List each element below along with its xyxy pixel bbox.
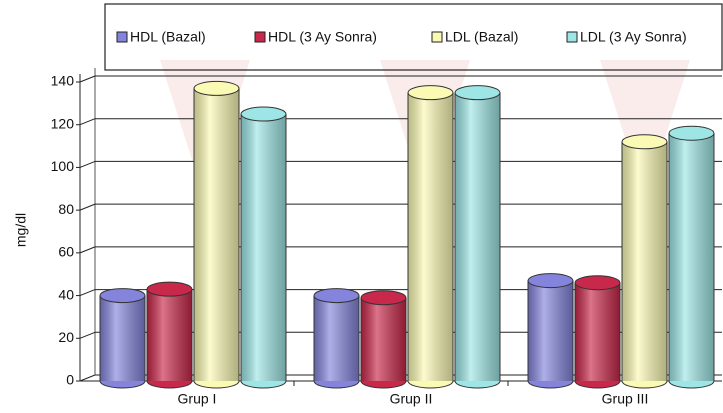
bar xyxy=(527,273,574,389)
bar-top xyxy=(527,273,574,289)
y-tick-label: 20 xyxy=(58,329,74,345)
bar-top xyxy=(360,290,407,306)
bar xyxy=(313,288,360,389)
bar xyxy=(574,275,621,389)
legend-box xyxy=(104,3,723,71)
y-tick-label: 80 xyxy=(58,201,74,217)
bar-shade xyxy=(100,295,145,381)
bar-shade xyxy=(622,141,667,381)
bar-top xyxy=(574,275,621,291)
legend-label: LDL (3 Ay Sonra) xyxy=(580,29,687,45)
bar-shade xyxy=(361,297,406,381)
legend-label: LDL (Bazal) xyxy=(445,29,518,45)
bar xyxy=(668,125,715,389)
bar-top xyxy=(407,85,454,101)
bar-shade xyxy=(241,114,286,382)
bar-top xyxy=(99,288,146,304)
bar-shade xyxy=(669,133,714,381)
bar-top xyxy=(193,80,240,96)
legend-label: HDL (Bazal) xyxy=(130,29,206,45)
x-tick-label: Grup II xyxy=(390,391,433,407)
y-tick-label: 40 xyxy=(58,286,74,302)
bar-shade xyxy=(575,282,620,381)
bar-top xyxy=(621,134,668,150)
bar-top xyxy=(668,125,715,141)
bar xyxy=(146,281,193,389)
bar xyxy=(99,288,146,389)
legend-swatch xyxy=(254,31,266,43)
legend-swatch xyxy=(566,31,578,43)
bar xyxy=(621,134,668,389)
bar-shade xyxy=(455,92,500,381)
x-tick-label: Grup III xyxy=(602,391,649,407)
bar-shade xyxy=(147,289,192,381)
legend-label: HDL (3 Ay Sonra) xyxy=(268,29,377,45)
bar xyxy=(360,290,407,389)
bar-shade xyxy=(528,280,573,381)
grid-line xyxy=(79,203,96,211)
x-tick-label: Grup I xyxy=(178,391,217,407)
grid-line xyxy=(79,331,96,339)
y-tick-label: 100 xyxy=(51,158,75,174)
grid-line xyxy=(79,118,96,126)
bar-shade xyxy=(408,92,453,381)
bar xyxy=(454,85,501,389)
grid-line xyxy=(79,160,96,168)
legend-swatch xyxy=(431,31,443,43)
legend-swatch xyxy=(116,31,128,43)
y-axis-label: mg/dl xyxy=(13,213,29,247)
bar xyxy=(240,106,287,389)
grid-line xyxy=(79,75,96,83)
watermark xyxy=(600,60,690,200)
grid-line xyxy=(79,289,96,297)
bar xyxy=(407,85,454,389)
bar xyxy=(193,80,240,389)
y-tick-label: 120 xyxy=(51,115,75,131)
bar-top xyxy=(454,85,501,101)
bar-shade xyxy=(194,88,239,382)
bar-top xyxy=(146,281,193,297)
bar-shade xyxy=(314,295,359,381)
y-tick-label: 0 xyxy=(66,372,74,388)
grid-line xyxy=(79,374,96,382)
y-tick-label: 140 xyxy=(51,73,75,89)
bar-top xyxy=(240,106,287,122)
grid-line xyxy=(79,246,96,254)
bar-top xyxy=(313,288,360,304)
y-tick-label: 60 xyxy=(58,244,74,260)
